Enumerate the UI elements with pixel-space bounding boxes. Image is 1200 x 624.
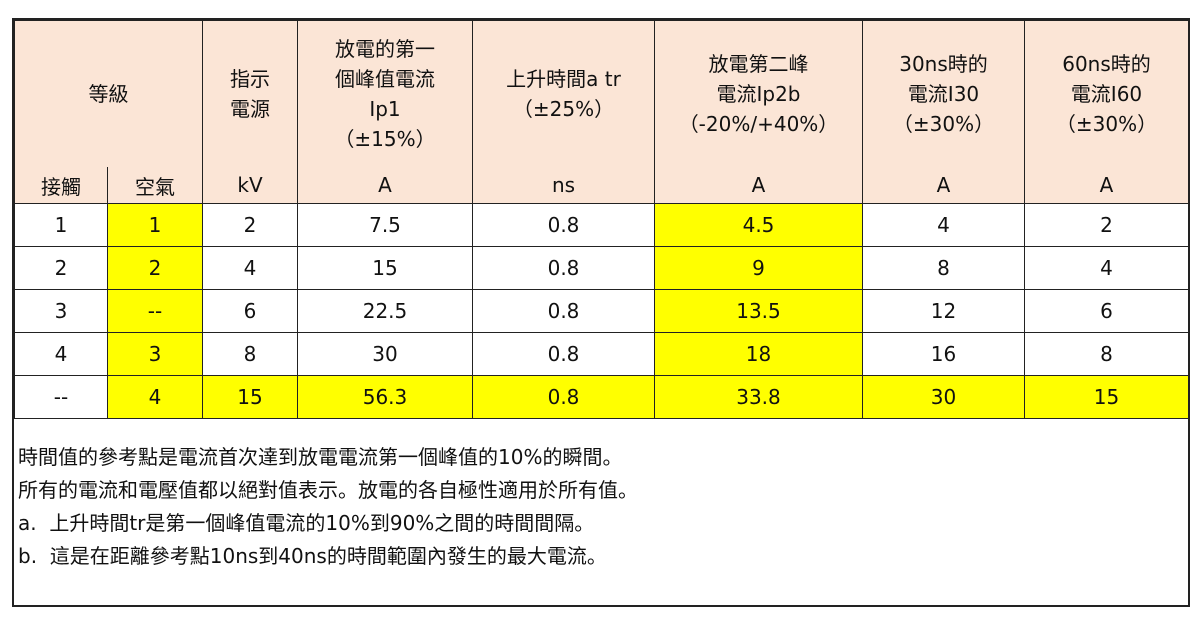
cell: 33.8 [654,375,863,419]
cell: -- [107,289,203,333]
cell: 15 [297,246,473,290]
note-line: 時間值的參考點是電流首次達到放電電流第一個峰值的10%的瞬間。 [18,445,623,469]
cell: 6 [202,289,298,333]
header-line: 個峰值電流 [335,67,435,91]
cell: 13.5 [654,289,863,333]
cell: 7.5 [297,203,473,247]
unit-cell: A [862,167,1025,204]
header-cell: 放電第二峰電流Ip2b （-20%/+40%） [654,20,863,167]
cell: 8 [202,332,298,376]
header-cell: 上升時間a tr （±25%） [472,20,655,167]
header-line: 電源 [230,97,270,121]
cell: 22.5 [297,289,473,333]
header-line: 上升時間a tr [506,67,621,91]
cell: 2 [202,203,298,247]
cell: 30 [297,332,473,376]
cell: 1 [107,203,203,247]
header-cell: 指示 電源 [202,20,298,167]
cell: 2 [107,246,203,290]
header-cell: 60ns時的 電流I60 （±30%） [1024,20,1189,167]
cell: 4 [107,375,203,419]
note-line: 所有的電流和電壓值都以絕對值表示。放電的各自極性適用於所有值。 [18,478,638,502]
header-line: 等級 [88,82,129,106]
note-line: a. 上升時間tr是第一個峰值電流的10%到90%之間的時間間隔。 [18,511,595,535]
header-line: 60ns時的 [1062,52,1151,76]
cell: 8 [1024,332,1189,376]
cell: 4 [202,246,298,290]
unit-cell: A [297,167,473,204]
spec-table: 等級 指示電源 放電的第一個峰值電流 Ip1 （±15%） 上升時間a tr （±25%） 放… [14,20,1189,419]
cell: 56.3 [297,375,473,419]
unit-cell: A [1024,167,1189,204]
cell: 1 [14,203,108,247]
cell: 0.8 [472,246,655,290]
cell: -- [14,375,108,419]
cell: 6 [1024,289,1189,333]
cell: 8 [862,246,1025,290]
cell: 0.8 [472,203,655,247]
header-line: 電流I30 [907,82,980,106]
header-line: 電流I60 [1070,82,1143,106]
cell: 15 [1024,375,1189,419]
cell: 18 [654,332,863,376]
row: 1 1 2 7.5 0.8 4.5 4 2 [14,203,1189,247]
cell: 0.8 [472,332,655,376]
cell: 4 [862,203,1025,247]
unit-cell: 接觸 [14,167,108,204]
cell: 30 [862,375,1025,419]
header-line: Ip1 [369,97,401,121]
header-line: 指示 [230,67,270,91]
cell: 15 [202,375,298,419]
row: -- 4 15 56.3 0.8 33.8 30 15 [14,375,1189,419]
header-line: 電流Ip2b [716,82,801,106]
unit-cell: A [654,167,863,204]
table-frame: 等級 指示電源 放電的第一個峰值電流 Ip1 （±15%） 上升時間a tr （±25%） 放… [12,18,1190,607]
cell: 9 [654,246,863,290]
cell: 3 [107,332,203,376]
row: 3 -- 6 22.5 0.8 13.5 12 6 [14,289,1189,333]
cell: 12 [862,289,1025,333]
row: 4 3 8 30 0.8 18 16 8 [14,332,1189,376]
header-line: （±30%） [1055,112,1158,136]
cell: 0.8 [472,375,655,419]
header-cell: 30ns時的 電流I30 （±30%） [862,20,1025,167]
cell: 2 [1024,203,1189,247]
unit-cell: kV [202,167,298,204]
header-line: （±25%） [512,97,615,121]
cell: 4.5 [654,203,863,247]
notes: 時間值的參考點是電流首次達到放電電流第一個峰值的10%的瞬間。 所有的電流和電壓值… [14,419,1188,573]
header-line: （±15%） [334,127,436,151]
cell: 4 [14,332,108,376]
header-line: （-20%/+40%） [678,112,839,136]
header-line: 放電第二峰 [708,52,809,76]
cell: 4 [1024,246,1189,290]
header-cell: 等級 [14,20,203,167]
cell: 16 [862,332,1025,376]
note-line: b. 這是在距離參考點10ns到40ns的時間範圍內發生的最大電流。 [18,544,607,568]
header-line: 放電的第一 [335,37,435,61]
cell: 2 [14,246,108,290]
row: 2 2 4 15 0.8 9 8 4 [14,246,1189,290]
header-cell: 放電的第一個峰值電流 Ip1 （±15%） [297,20,473,167]
header-line: 30ns時的 [899,52,988,76]
unit-cell: ns [472,167,655,204]
cell: 0.8 [472,289,655,333]
cell: 3 [14,289,108,333]
header-line: （±30%） [892,112,995,136]
unit-cell: 空氣 [107,167,203,204]
